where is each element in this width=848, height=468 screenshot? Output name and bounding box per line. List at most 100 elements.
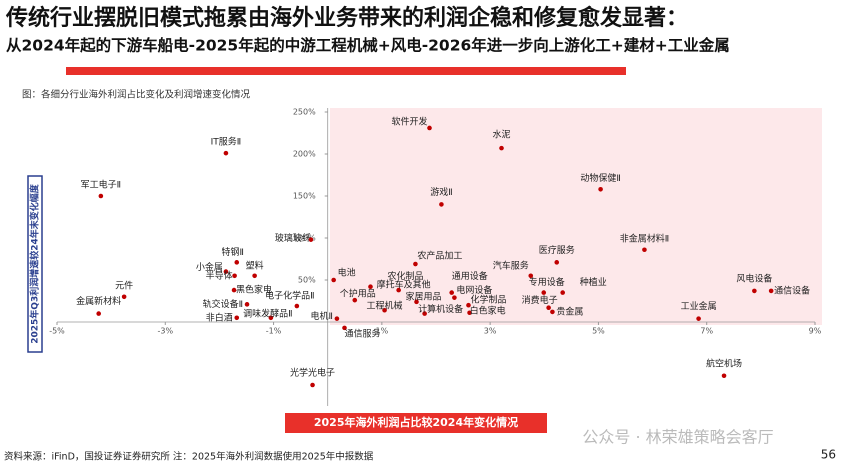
- point-label: 游戏Ⅱ: [430, 186, 452, 198]
- point: [541, 290, 547, 295]
- point-label: 玻璃玻纤: [275, 232, 311, 244]
- point-label: 光学光电子: [290, 367, 335, 379]
- x-tick-label: 5%: [592, 327, 605, 336]
- point: [414, 299, 419, 305]
- x-tick-label: -5%: [49, 327, 65, 336]
- point: [98, 193, 104, 199]
- point-label: 黑色家电: [236, 284, 272, 296]
- x-tick-label: -3%: [157, 327, 173, 336]
- point-label: 工程机械: [367, 300, 403, 312]
- point: [422, 311, 427, 316]
- point-label: 种植业: [580, 276, 607, 288]
- point-label: 化学制品: [470, 294, 506, 306]
- point: [252, 273, 257, 279]
- footer-source: 资料来源：iFinD，国投证券证券研究所 注：2025年海外利润数据使用2025…: [4, 451, 374, 463]
- point: [550, 309, 555, 315]
- subtitle: 从2024年起的下游车船电-2025年起的中游工程机械+风电-2026年进一步向…: [6, 36, 730, 55]
- point-label: 元件: [115, 279, 133, 291]
- point: [449, 290, 455, 295]
- point-label: 特钢Ⅱ: [222, 246, 244, 258]
- point: [232, 273, 237, 279]
- point: [439, 202, 444, 207]
- point-label: 工业金属: [681, 300, 717, 312]
- point: [499, 145, 504, 151]
- point: [234, 315, 240, 321]
- point: [368, 284, 373, 290]
- x-title-box: [285, 413, 547, 433]
- point-label: 专用设备: [529, 276, 565, 288]
- point: [554, 260, 560, 265]
- point-label: 风电设备: [736, 272, 772, 284]
- watermark: 公众号 · 林荣雄策略会客厅: [582, 428, 773, 447]
- y-tick-label: 150%: [293, 192, 316, 201]
- point: [546, 305, 551, 311]
- point: [696, 316, 701, 321]
- point: [598, 186, 603, 192]
- point-label: 小金属: [196, 261, 223, 273]
- y-tick-label: 250%: [293, 108, 316, 117]
- point: [382, 307, 387, 313]
- point-label: 摩托车及其他: [377, 279, 431, 291]
- point: [231, 287, 237, 293]
- y-title-box: [27, 175, 43, 353]
- x-tick-label: 3%: [484, 327, 497, 336]
- point-label: 塑料: [246, 259, 264, 271]
- title-bar: [66, 67, 626, 75]
- x-axis-title: 2025年海外利润占比较2024年变化情况: [314, 415, 518, 429]
- y-tick-label: 100%: [293, 234, 316, 243]
- point: [721, 373, 727, 379]
- x-tick-label: 9%: [809, 327, 822, 336]
- point-label: 非白酒: [206, 311, 233, 323]
- page-number: 56: [821, 448, 836, 462]
- point: [396, 287, 401, 293]
- point-label: 消费电子: [522, 294, 558, 306]
- point: [268, 315, 274, 321]
- x-tick-label: 7%: [700, 327, 713, 336]
- point: [223, 150, 229, 156]
- point-label: 非金属材料Ⅱ: [620, 232, 669, 244]
- point-label: 电池: [338, 267, 356, 279]
- point: [352, 297, 358, 303]
- point: [413, 261, 418, 267]
- point-label: 个护用品: [340, 288, 376, 300]
- point: [427, 125, 432, 131]
- point-label: 贵金属: [556, 305, 583, 317]
- point-label: 轨交设备Ⅱ: [203, 298, 243, 310]
- point: [294, 303, 300, 309]
- point: [752, 288, 757, 294]
- point: [452, 295, 457, 300]
- point-label: 家居用品: [406, 290, 442, 302]
- point: [308, 237, 314, 242]
- point: [466, 302, 471, 308]
- point-label: 通信服务: [344, 327, 380, 339]
- point: [223, 269, 229, 274]
- point-label: 水泥: [493, 129, 511, 141]
- point-label: 医疗服务: [539, 244, 575, 256]
- point: [244, 302, 250, 307]
- point: [768, 288, 774, 294]
- point-label: 半导体: [206, 269, 233, 281]
- point-label: 汽车服务: [493, 259, 529, 271]
- point: [310, 382, 315, 388]
- point-label: 通信设备: [774, 284, 810, 296]
- point: [342, 325, 347, 331]
- chart-caption: 图：各细分行业海外利润占比变化及利润增速变化情况: [22, 89, 251, 101]
- point-label: 军工电子Ⅱ: [81, 179, 121, 191]
- highlight-area: [330, 108, 822, 325]
- point: [334, 316, 340, 321]
- point-label: 调味发酵品Ⅱ: [243, 307, 292, 319]
- point-label: 计算机设备: [418, 303, 463, 315]
- point: [331, 277, 336, 283]
- point: [642, 247, 647, 253]
- y-tick-label: 50%: [298, 276, 316, 285]
- point: [96, 311, 101, 316]
- y-tick-label: 200%: [293, 150, 316, 159]
- title: 传统行业摆脱旧模式拖累由海外业务带来的利润企稳和修复愈发显著：: [5, 5, 688, 31]
- point: [528, 273, 534, 279]
- point-label: 白色家电: [470, 304, 506, 316]
- point-label: 金属新材料: [76, 295, 121, 307]
- point-label: 航空机场: [706, 357, 742, 369]
- point-label: 动物保健Ⅱ: [580, 172, 620, 184]
